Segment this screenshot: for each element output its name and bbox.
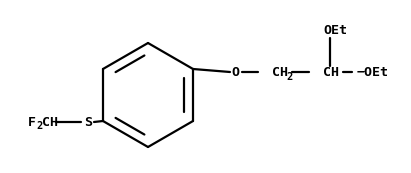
Text: CH: CH [272, 66, 288, 79]
Text: S: S [84, 116, 92, 129]
Text: 2: 2 [286, 72, 292, 82]
Text: 2: 2 [36, 121, 42, 131]
Text: OEt: OEt [323, 24, 347, 37]
Text: CH: CH [323, 66, 339, 79]
Text: O: O [231, 66, 239, 79]
Text: −OEt: −OEt [357, 66, 389, 79]
Text: CH: CH [42, 116, 58, 129]
Text: F: F [28, 116, 36, 129]
